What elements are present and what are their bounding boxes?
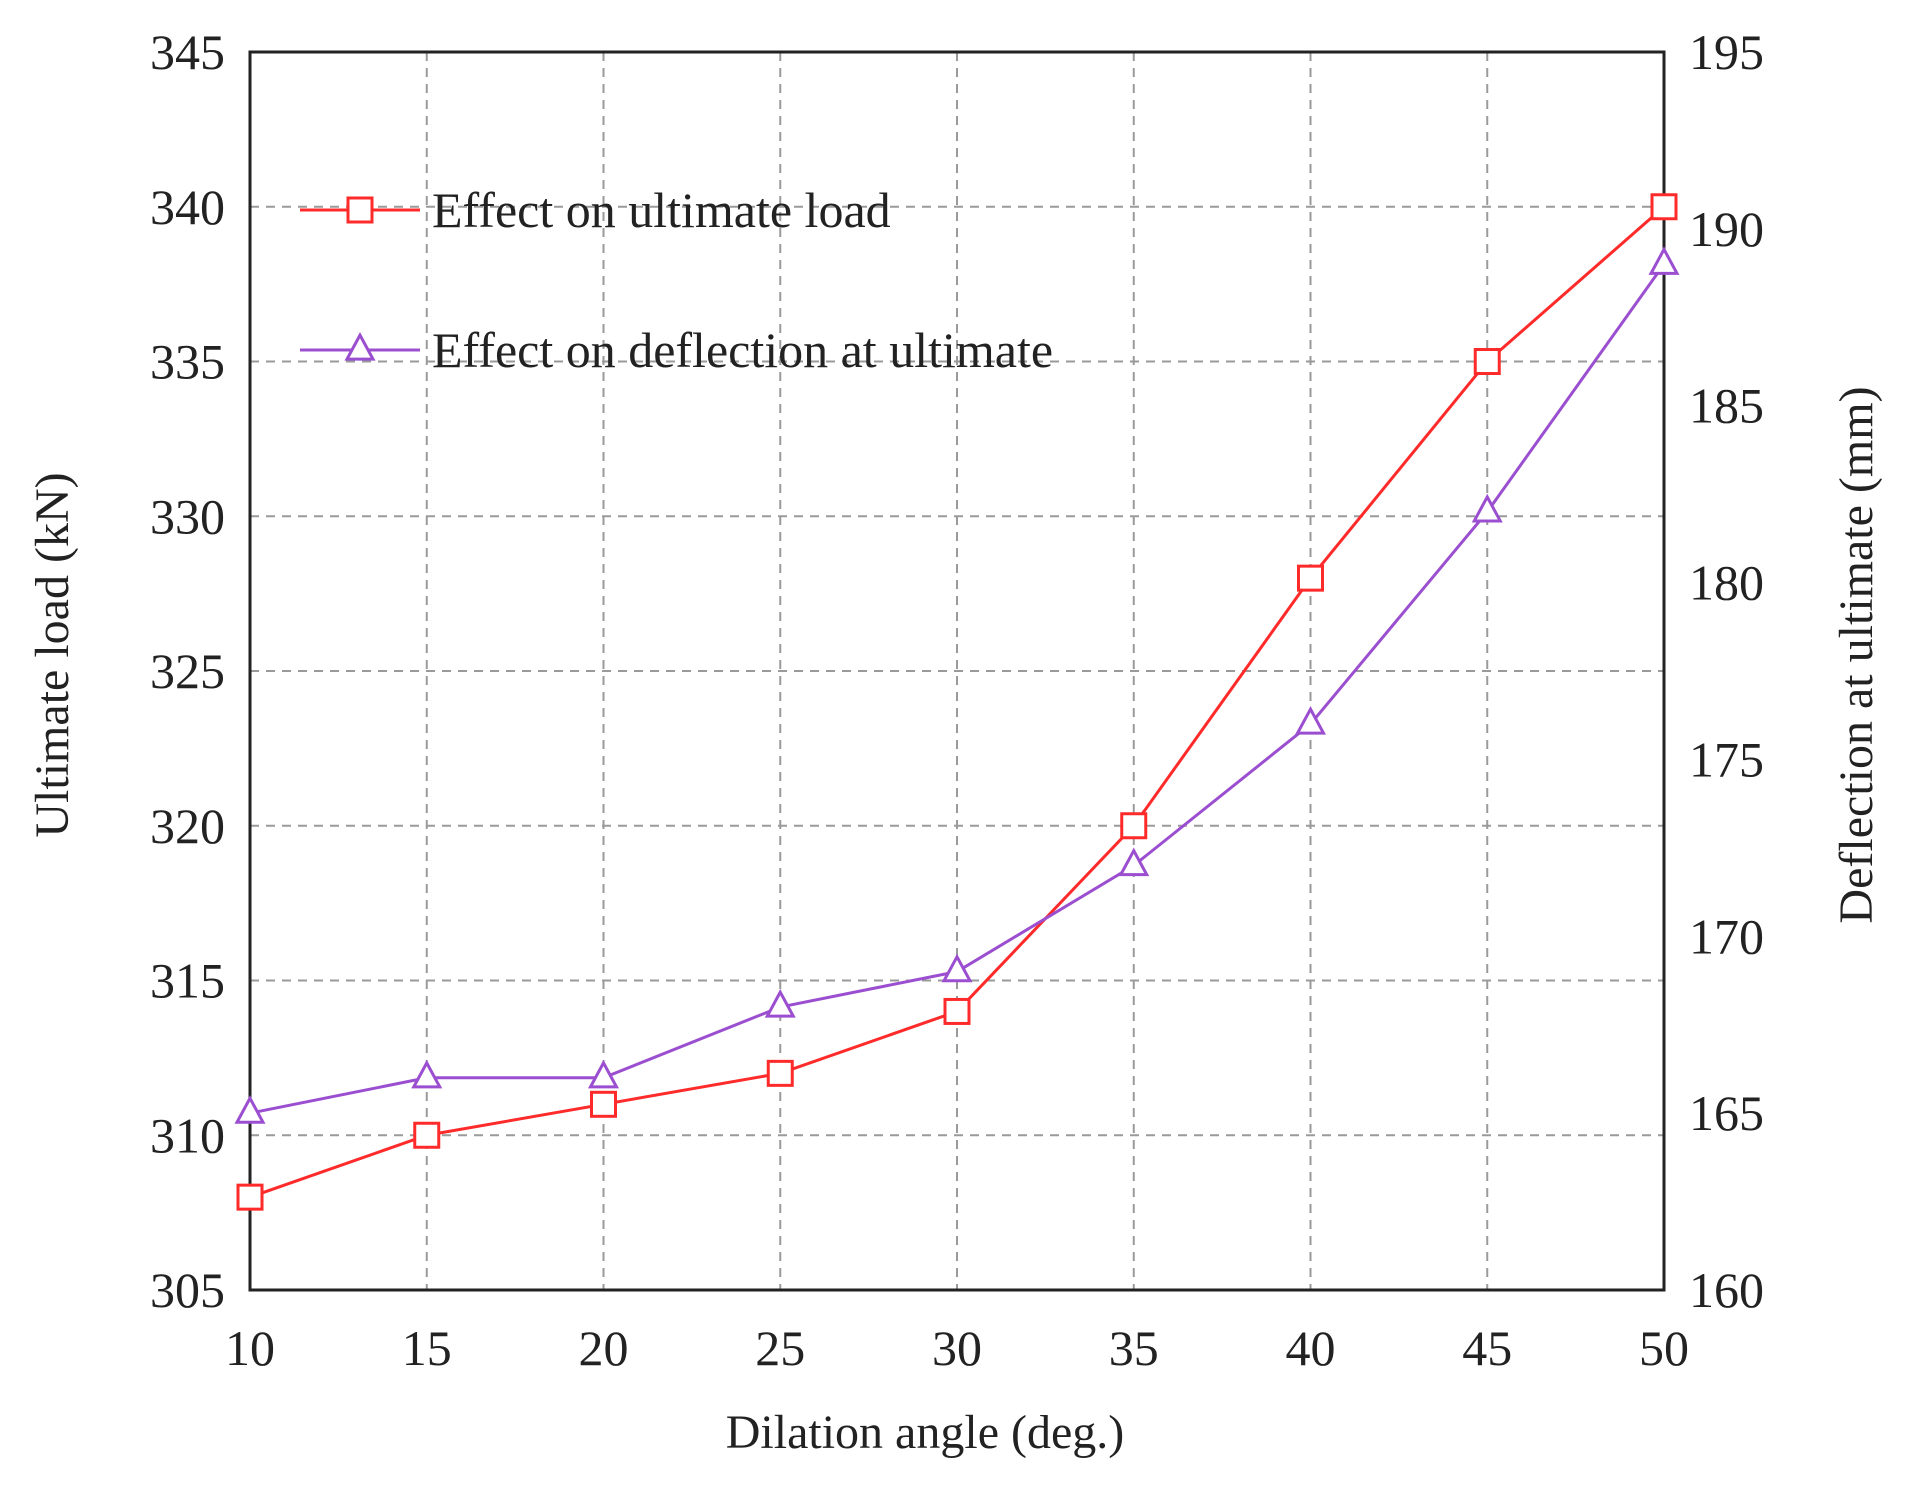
- data-point: [587, 1059, 620, 1089]
- right-y-tick-label: 165: [1689, 1085, 1764, 1141]
- x-tick-label: 25: [755, 1320, 805, 1376]
- right-y-tick-label: 170: [1689, 908, 1764, 964]
- left-y-tick-label: 315: [150, 953, 225, 1009]
- right-y-tick-label: 190: [1689, 201, 1764, 257]
- data-point: [234, 1095, 266, 1124]
- right-y-axis-title: Deflection at ultimate (mm): [1830, 386, 1883, 923]
- data-point: [1473, 348, 1501, 375]
- left-y-tick-label: 340: [150, 179, 225, 235]
- plot-frame: [248, 50, 1666, 1292]
- x-tick-label: 35: [1109, 1320, 1159, 1376]
- data-point: [590, 1090, 617, 1118]
- data-point: [1120, 812, 1148, 840]
- data-point: [411, 1059, 443, 1089]
- right-y-tick-label: 175: [1689, 731, 1764, 787]
- right-y-tick-label: 195: [1689, 24, 1764, 80]
- legend-item: Effect on ultimate load: [300, 182, 891, 238]
- data-point: [413, 1121, 441, 1149]
- legend-item: Effect on deflection at ultimate: [300, 322, 1053, 378]
- x-tick-label: 10: [225, 1320, 275, 1376]
- right-y-tick-label: 180: [1689, 555, 1764, 611]
- series-2: [234, 246, 1680, 1124]
- data-point: [1650, 193, 1678, 221]
- left-y-axis-title: Ultimate load (kN): [26, 472, 79, 837]
- data-point: [1471, 493, 1503, 523]
- data-point: [1294, 706, 1327, 735]
- legend-label: Effect on deflection at ultimate: [432, 322, 1053, 378]
- left-y-tick-label: 310: [150, 1107, 225, 1163]
- series-1: [236, 193, 1678, 1211]
- x-tick-label: 40: [1286, 1320, 1336, 1376]
- data-point: [236, 1183, 264, 1211]
- data-point: [943, 997, 971, 1025]
- legend: Effect on ultimate load Effect on deflect…: [300, 182, 1053, 378]
- left-y-axis-ticks: 305 310 315 320 325 330 335 340 345: [150, 24, 225, 1318]
- left-y-tick-label: 320: [150, 798, 225, 854]
- left-y-tick-label: 345: [150, 24, 225, 80]
- series-layer: [234, 193, 1680, 1211]
- right-y-tick-label: 185: [1689, 378, 1764, 434]
- x-axis-title: Dilation angle (deg.): [726, 1406, 1125, 1459]
- x-tick-label: 50: [1639, 1320, 1689, 1376]
- left-y-tick-label: 305: [150, 1262, 225, 1318]
- data-point: [1648, 246, 1680, 275]
- x-tick-label: 30: [932, 1320, 982, 1376]
- legend-label: Effect on ultimate load: [432, 182, 891, 238]
- left-y-tick-label: 325: [150, 643, 225, 699]
- legend-marker: [346, 196, 374, 224]
- x-tick-label: 15: [402, 1320, 452, 1376]
- left-y-tick-label: 330: [150, 488, 225, 544]
- left-y-tick-label: 335: [150, 334, 225, 390]
- data-point: [1118, 847, 1150, 877]
- right-y-axis-ticks: 160 165 170 175 180 185 190 195: [1689, 24, 1764, 1318]
- data-point: [1297, 564, 1324, 592]
- x-tick-label: 45: [1462, 1320, 1512, 1376]
- legend-marker: [344, 331, 376, 361]
- data-point: [766, 1059, 794, 1087]
- data-point: [941, 953, 973, 983]
- right-y-tick-label: 160: [1689, 1262, 1764, 1318]
- x-tick-label: 20: [579, 1320, 629, 1376]
- x-axis-ticks: 10 15 20 25 30 35 40 45 50: [225, 1320, 1689, 1376]
- data-point: [764, 988, 796, 1018]
